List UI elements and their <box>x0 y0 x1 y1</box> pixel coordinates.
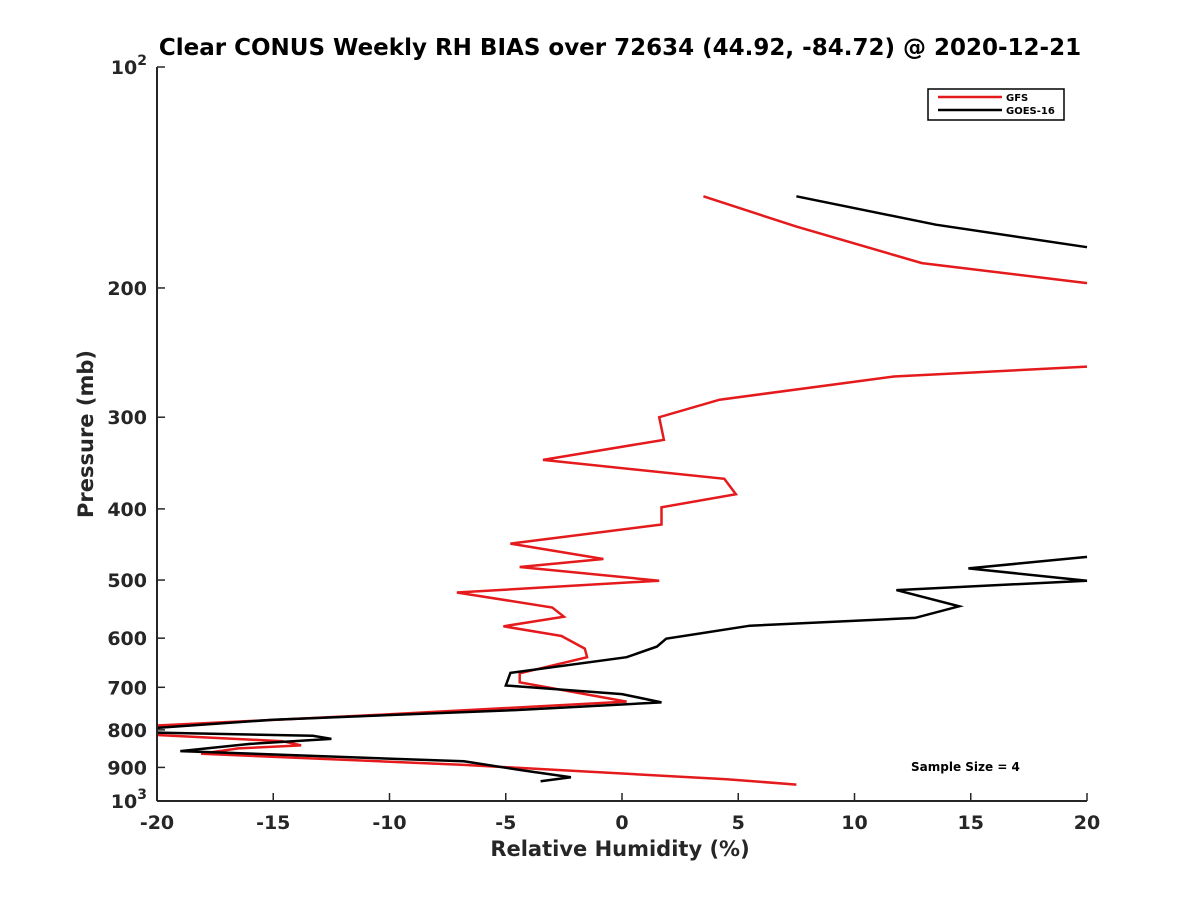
series-line-gfs-seg-0 <box>703 195 1088 285</box>
x-tick-label: -20 <box>140 812 174 834</box>
legend-box <box>927 88 1065 121</box>
legend: GFS GOES-16 <box>927 88 1065 121</box>
y-tick-label: 500 <box>107 570 147 592</box>
ticks-layer: -20 -15 -10 -5 0 5 10 15 20 102 200 300 400 500 600 700… <box>107 53 1100 834</box>
y-tick-label: 200 <box>107 278 147 300</box>
x-tick-label: 10 <box>841 812 867 834</box>
x-tick-label: 15 <box>958 812 984 834</box>
plot-area <box>157 67 1087 801</box>
y-tick-label: 400 <box>107 499 147 521</box>
y-tick-label: 700 <box>107 677 147 699</box>
x-tick-label: 5 <box>732 812 745 834</box>
x-tick-label: -10 <box>372 812 406 834</box>
y-axis-label: Pressure (mb) <box>74 350 98 518</box>
y-tick-label: 102 <box>111 53 147 79</box>
x-tick-label: -5 <box>495 812 516 834</box>
x-tick-label: 0 <box>615 812 628 834</box>
y-tick-label: 300 <box>107 407 147 429</box>
y-tick-label: 900 <box>107 757 147 779</box>
sample-size-annotation: Sample Size = 4 <box>911 760 1020 774</box>
chart-title: Clear CONUS Weekly RH BIAS over 72634 (4… <box>159 35 1081 61</box>
y-tick-label: 800 <box>107 720 147 742</box>
series-layer <box>156 195 1088 786</box>
legend-label-gfs: GFS <box>1006 93 1028 104</box>
x-tick-label: 20 <box>1074 812 1100 834</box>
series-line-goes16-seg-0 <box>796 195 1088 249</box>
y-tick-label: 600 <box>107 628 147 650</box>
legend-label-goes16: GOES-16 <box>1006 106 1055 117</box>
x-axis-label: Relative Humidity (%) <box>490 837 749 861</box>
series-line-goes16-seg-1 <box>156 555 1088 730</box>
x-tick-label: -15 <box>256 812 290 834</box>
series-line-goes16-seg-2 <box>156 731 572 783</box>
y-tick-label: 103 <box>111 787 147 813</box>
